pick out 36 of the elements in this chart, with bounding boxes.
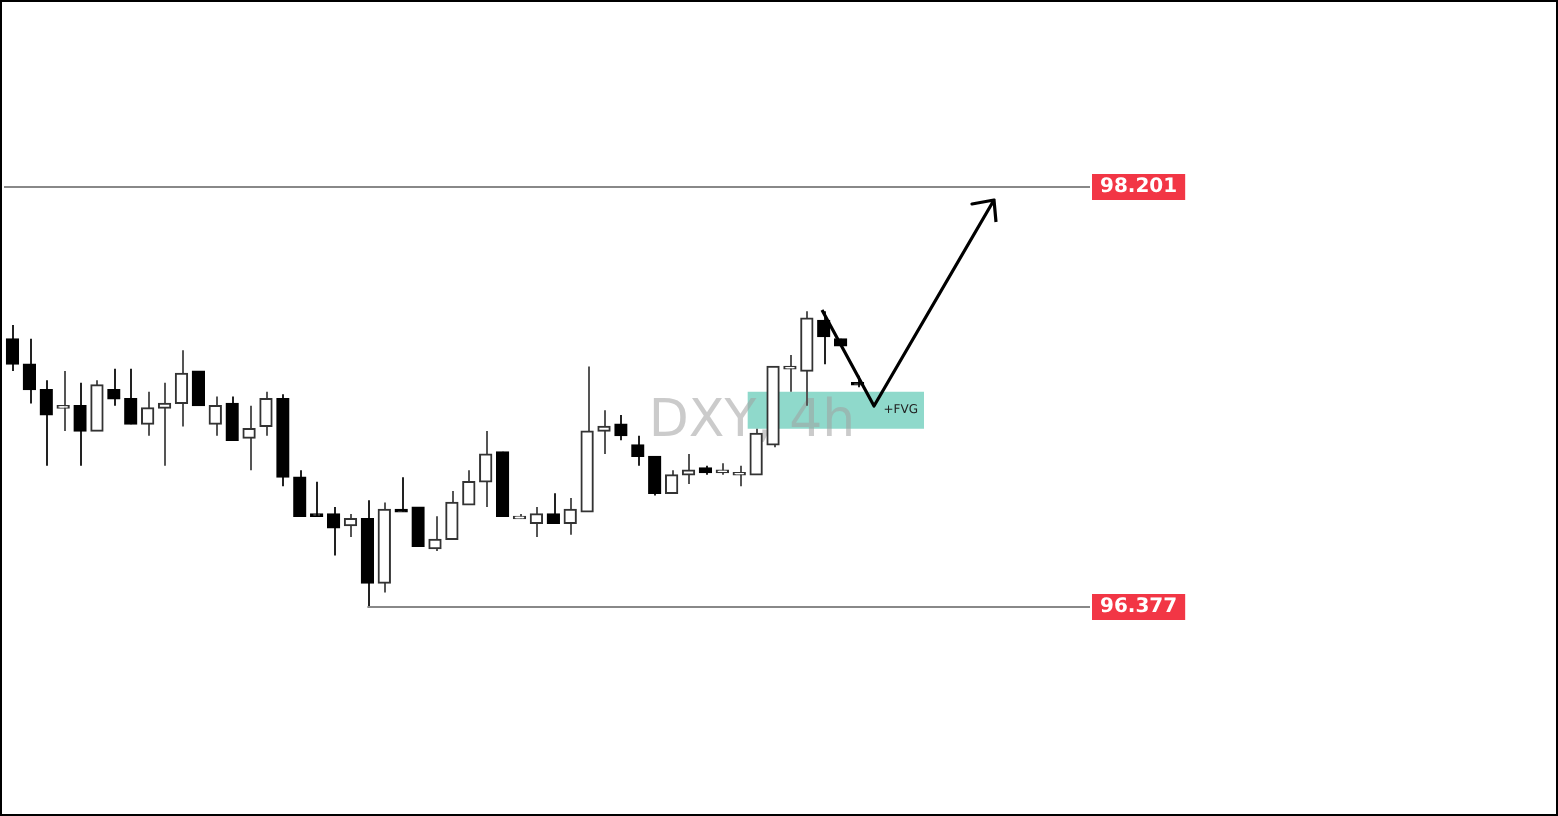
ref-line-label: 98.201 [1100, 176, 1178, 199]
candlestick [39, 379, 53, 467]
candlestick [563, 496, 577, 536]
candlestick [326, 506, 341, 557]
candlestick [529, 506, 544, 539]
candlestick [225, 395, 239, 442]
candlestick [124, 367, 138, 426]
candlestick [293, 469, 307, 518]
candlestick [631, 434, 645, 467]
candlestick [174, 349, 189, 428]
candlestick [191, 370, 206, 407]
candlestick [5, 324, 20, 373]
candlestick [479, 430, 493, 509]
candlestick [56, 370, 70, 433]
candlestick [107, 367, 121, 407]
candlestick [681, 453, 696, 486]
candlestick [664, 469, 679, 495]
candlestick [343, 513, 358, 539]
candlestick [242, 404, 256, 472]
candlestick [259, 390, 273, 437]
candlestick [22, 337, 37, 405]
ref-line-label: 96.377 [1100, 596, 1178, 619]
candlestick [648, 455, 662, 497]
candlestick [462, 469, 476, 506]
candlestick [817, 310, 831, 366]
candlestick [157, 381, 172, 467]
candlestick [428, 515, 442, 552]
candlestick [141, 390, 155, 437]
candlestick [208, 395, 222, 437]
candlestick [90, 379, 104, 433]
candlestick [411, 506, 425, 547]
candlestick [597, 409, 611, 456]
candlestick [614, 413, 628, 442]
candlestick [445, 489, 459, 541]
candlestick [546, 492, 560, 525]
candlestick [73, 381, 87, 467]
